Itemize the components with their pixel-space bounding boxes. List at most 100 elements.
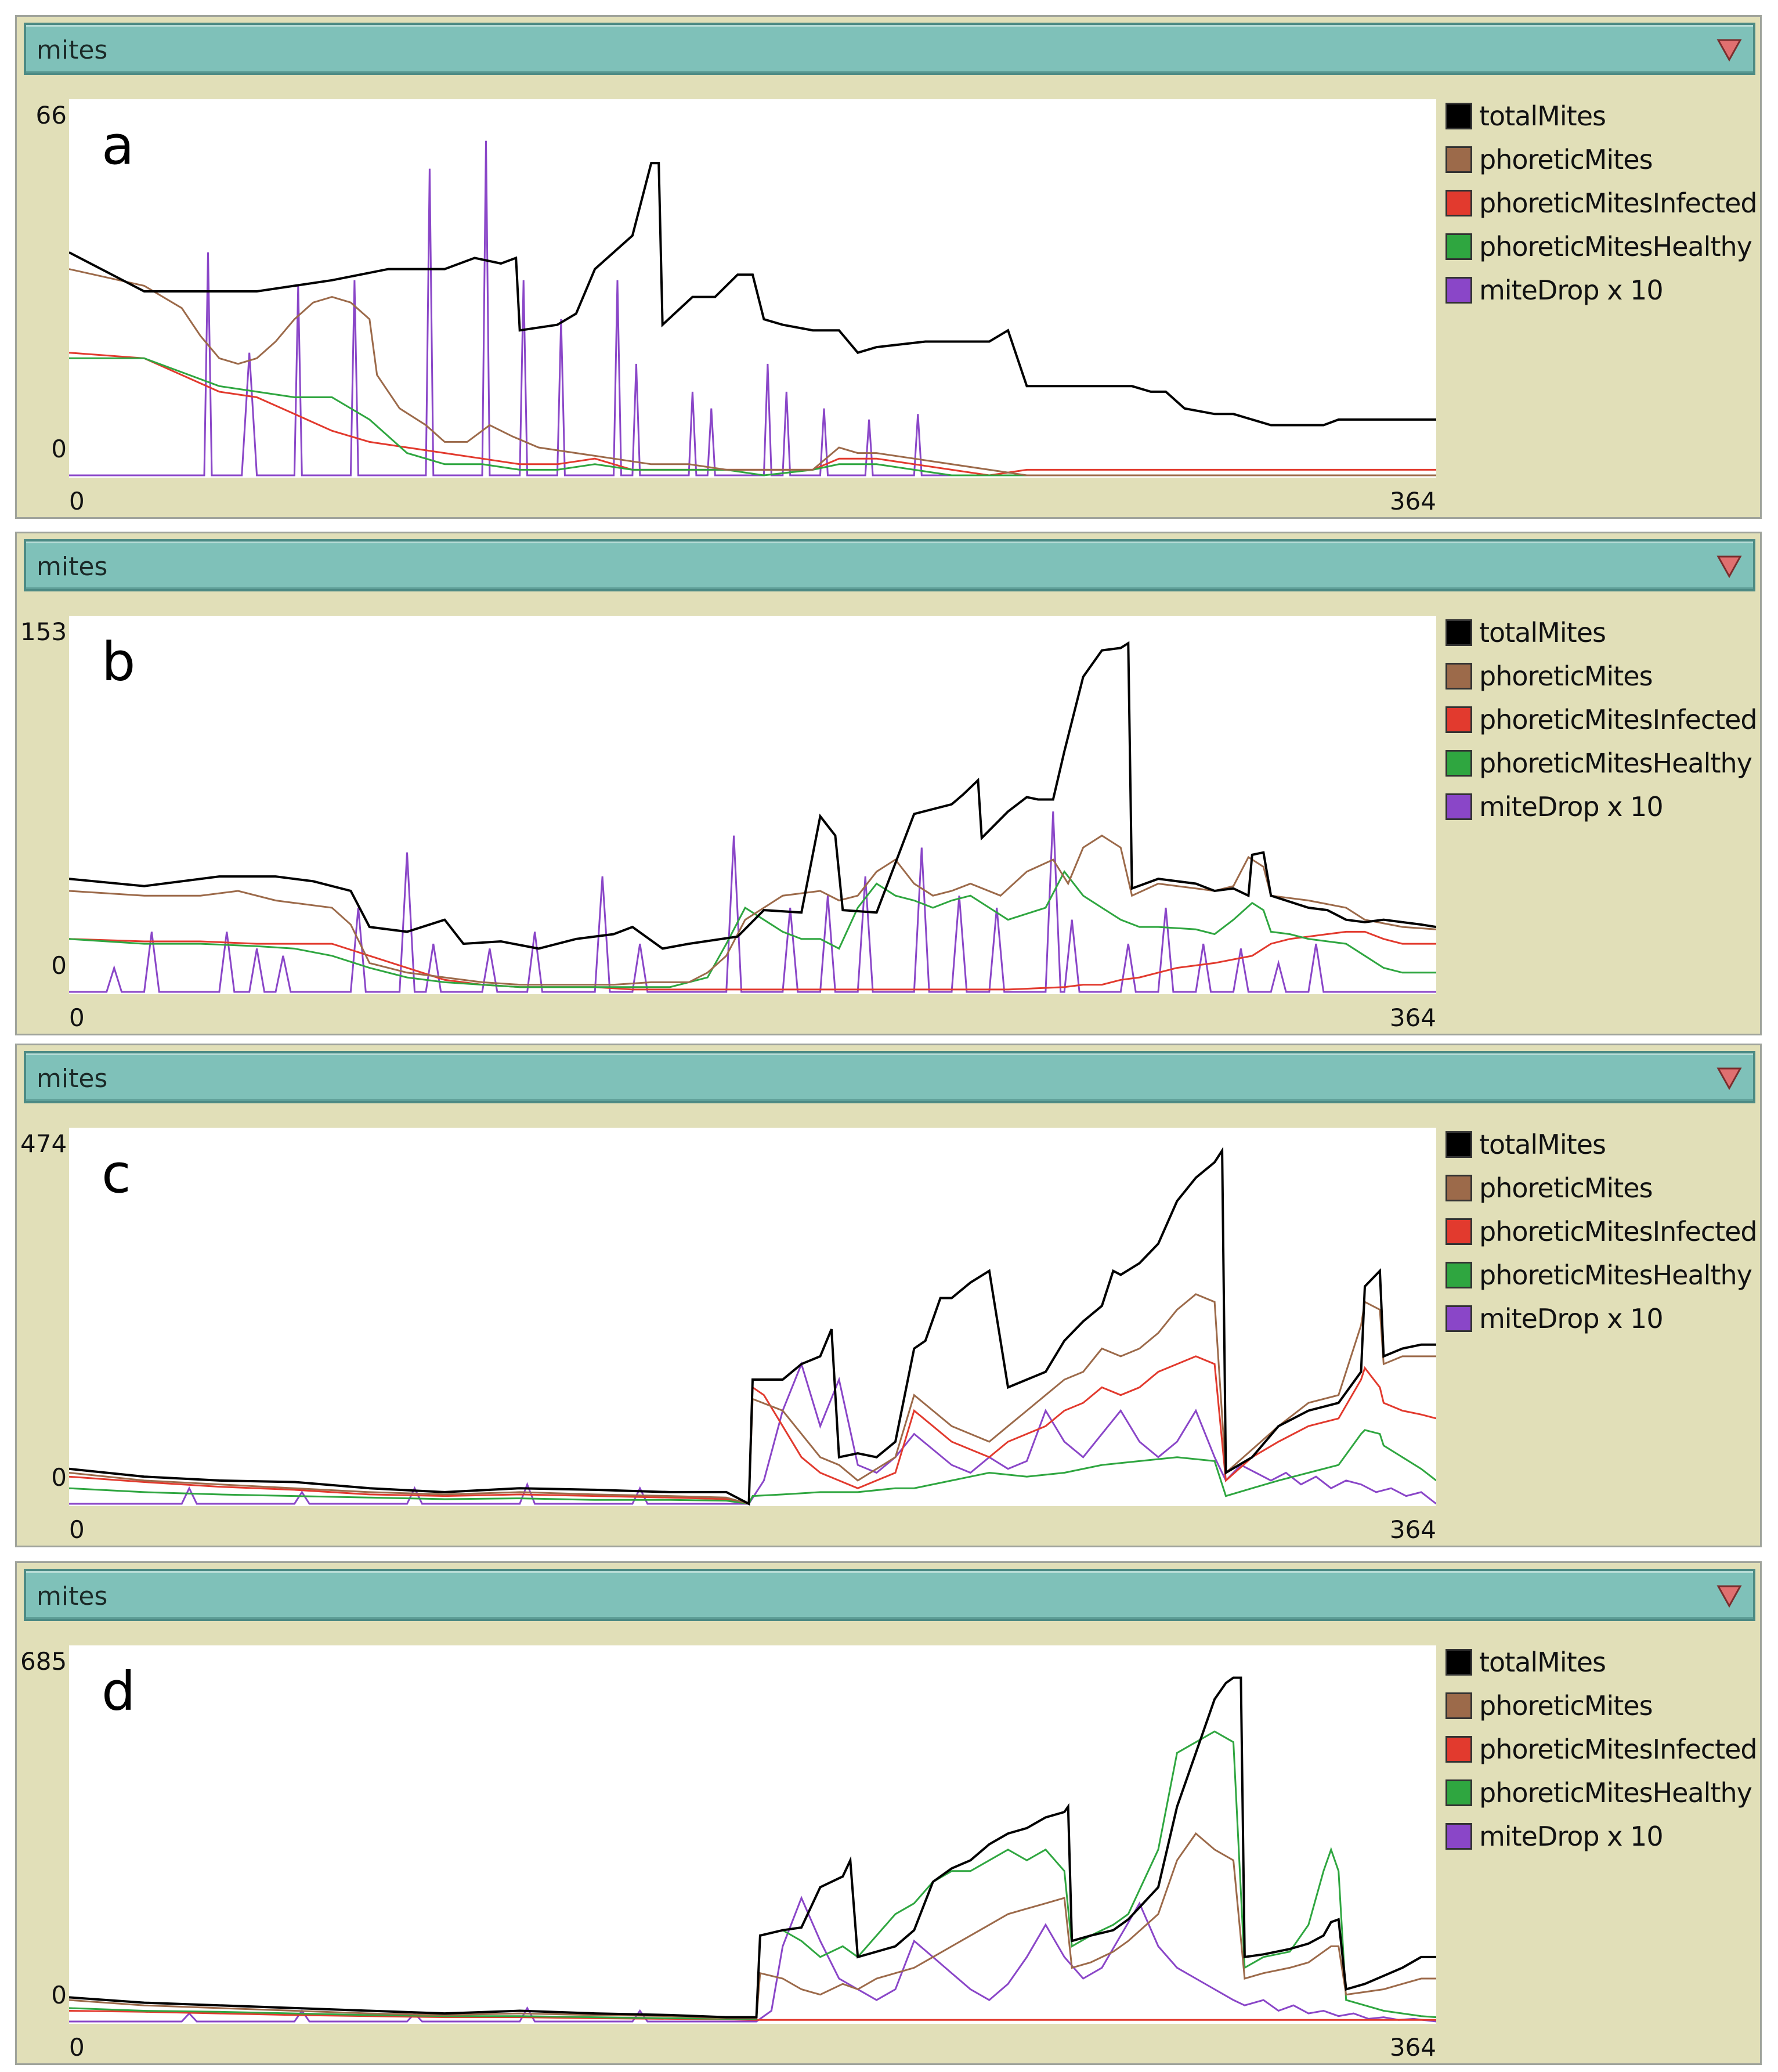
series-line-phoretic-mites-infected [69, 930, 1436, 991]
legend-swatch [1445, 190, 1472, 216]
legend-swatch [1445, 1692, 1472, 1719]
x-axis-min-label: 0 [69, 1003, 85, 1032]
legend-item-total-mites: totalMites [1445, 1127, 1759, 1170]
plot-title-bar[interactable]: mites [24, 539, 1755, 591]
series-line-phoretic-mites-infected [69, 1355, 1436, 1505]
legend-label: miteDrop x 10 [1479, 791, 1664, 822]
legend-swatch [1445, 793, 1472, 820]
panel-label: b [102, 631, 136, 693]
plot-title-bar[interactable]: mites [24, 23, 1755, 75]
legend-swatch [1445, 146, 1472, 173]
series-line-total-mites [69, 1146, 1436, 1506]
legend-item-phoretic-mites-infected: phoreticMitesInfected [1445, 1731, 1759, 1775]
legend-swatch [1445, 1649, 1472, 1676]
legend-label: phoreticMites [1479, 1172, 1653, 1204]
plot-panel-c: mites 474 0 0 364 c totalMites phoreticM… [15, 1044, 1762, 1547]
series-line-phoretic-mites [69, 1832, 1436, 2019]
legend: totalMites phoreticMites phoreticMitesIn… [1445, 615, 1759, 832]
plot-area: d [69, 1645, 1436, 2024]
legend-item-phoretic-mites-healthy: phoreticMitesHealthy [1445, 1257, 1759, 1301]
legend-label: totalMites [1479, 1129, 1606, 1160]
y-axis-min-label: 0 [51, 435, 67, 463]
legend-item-mite-drop: miteDrop x 10 [1445, 1818, 1759, 1862]
y-axis-max-label: 66 [35, 101, 67, 129]
legend-label: phoreticMitesInfected [1479, 1216, 1758, 1247]
legend-label: miteDrop x 10 [1479, 275, 1664, 306]
legend-label: phoreticMitesHealthy [1479, 1259, 1752, 1291]
legend-label: phoreticMitesHealthy [1479, 231, 1752, 262]
series-line-phoretic-mites [69, 834, 1436, 986]
chart-svg [69, 1676, 1436, 2023]
legend-label: phoreticMitesHealthy [1479, 1777, 1752, 1809]
panel-label: d [102, 1661, 136, 1723]
series-line-mite-drop [69, 1361, 1436, 1505]
legend-swatch [1445, 1823, 1472, 1850]
series-line-phoretic-mites-healthy [69, 1730, 1436, 2020]
series-line-phoretic-mites [69, 1293, 1436, 1505]
legend-label: miteDrop x 10 [1479, 1303, 1664, 1334]
x-axis-min-label: 0 [69, 487, 85, 515]
chart-svg [69, 641, 1436, 993]
legend-swatch [1445, 233, 1472, 260]
x-axis-max-label: 364 [1389, 1515, 1436, 1544]
dropdown-triangle-icon[interactable] [1715, 1582, 1744, 1609]
series-line-mite-drop [69, 140, 1436, 477]
plot-area: c [69, 1128, 1436, 1506]
plot-title-bar[interactable]: mites [24, 1051, 1755, 1103]
legend-label: phoreticMites [1479, 144, 1653, 175]
legend-swatch [1445, 1305, 1472, 1332]
legend-swatch [1445, 277, 1472, 304]
dropdown-triangle-icon[interactable] [1715, 1064, 1744, 1092]
legend-label: totalMites [1479, 100, 1606, 132]
x-axis-min-label: 0 [69, 1515, 85, 1544]
series-line-phoretic-mites-infected [69, 2010, 1436, 2021]
panel-label: c [102, 1143, 131, 1205]
y-axis-max-label: 474 [20, 1129, 67, 1158]
x-axis-max-label: 364 [1389, 1003, 1436, 1032]
series-line-total-mites [69, 1676, 1436, 2019]
series-line-phoretic-mites-healthy [69, 357, 1436, 477]
legend-swatch [1445, 1131, 1472, 1158]
x-axis-min-label: 0 [69, 2033, 85, 2062]
series-line-mite-drop [69, 1896, 1436, 2023]
plot-title: mites [37, 35, 108, 65]
chart-svg [69, 140, 1436, 477]
legend-item-phoretic-mites-healthy: phoreticMitesHealthy [1445, 1775, 1759, 1818]
legend-item-phoretic-mites-infected: phoreticMitesInfected [1445, 185, 1759, 229]
legend-item-phoretic-mites: phoreticMites [1445, 658, 1759, 702]
legend-item-phoretic-mites: phoreticMites [1445, 142, 1759, 185]
legend-swatch [1445, 103, 1472, 129]
plot-area: a [69, 99, 1436, 478]
x-axis-max-label: 364 [1389, 2033, 1436, 2062]
legend-item-mite-drop: miteDrop x 10 [1445, 1301, 1759, 1344]
dropdown-triangle-icon[interactable] [1715, 35, 1744, 63]
plot-panel-b: mites 153 0 0 364 b totalMites phoreticM… [15, 532, 1762, 1035]
legend-label: phoreticMitesInfected [1479, 1734, 1758, 1765]
legend-label: phoreticMitesInfected [1479, 187, 1758, 219]
y-axis-min-label: 0 [51, 1981, 67, 2009]
series-line-phoretic-mites [69, 268, 1436, 477]
legend-swatch [1445, 706, 1472, 733]
y-axis-min-label: 0 [51, 1463, 67, 1492]
legend: totalMites phoreticMites phoreticMitesIn… [1445, 98, 1759, 316]
legend-swatch [1445, 1175, 1472, 1201]
dropdown-triangle-icon[interactable] [1715, 552, 1744, 580]
plot-title-bar[interactable]: mites [24, 1569, 1755, 1621]
plot-title: mites [37, 1064, 108, 1093]
plot-title: mites [37, 1582, 108, 1611]
legend-item-phoretic-mites-healthy: phoreticMitesHealthy [1445, 229, 1759, 272]
legend-item-phoretic-mites-healthy: phoreticMitesHealthy [1445, 745, 1759, 789]
series-line-total-mites [69, 641, 1436, 950]
legend-label: totalMites [1479, 617, 1606, 648]
legend-label: phoreticMites [1479, 1690, 1653, 1721]
legend-label: phoreticMitesInfected [1479, 704, 1758, 735]
plot-title: mites [37, 552, 108, 582]
legend: totalMites phoreticMites phoreticMitesIn… [1445, 1644, 1759, 1862]
legend-swatch [1445, 619, 1472, 646]
legend-item-phoretic-mites-infected: phoreticMitesInfected [1445, 702, 1759, 745]
legend-item-phoretic-mites: phoreticMites [1445, 1170, 1759, 1214]
legend-item-phoretic-mites: phoreticMites [1445, 1688, 1759, 1731]
plot-panel-a: mites 66 0 0 364 a totalMites phoreticMi… [15, 15, 1762, 519]
legend-label: phoreticMites [1479, 660, 1653, 692]
legend: totalMites phoreticMites phoreticMitesIn… [1445, 1127, 1759, 1344]
